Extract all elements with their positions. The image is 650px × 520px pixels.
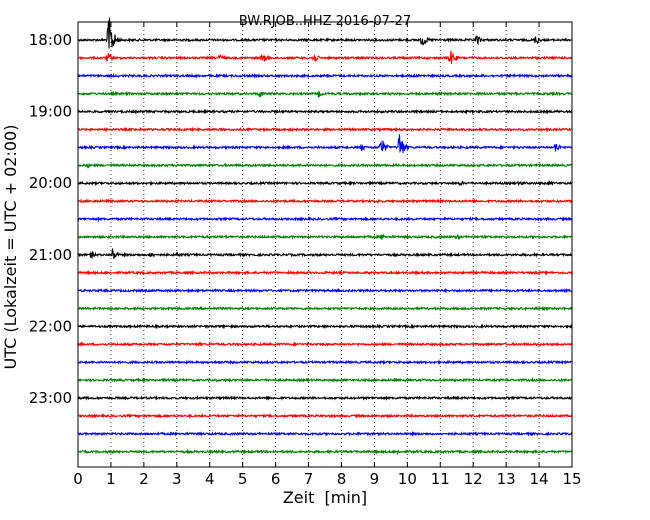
x-tick-label-2: 2 xyxy=(139,470,149,488)
x-tick-label-13: 13 xyxy=(497,470,516,488)
trace-row-2145 xyxy=(77,305,573,312)
trace-rows xyxy=(77,17,573,456)
y-tick-label-4: 22:00 xyxy=(29,317,72,335)
trace-row-2130 xyxy=(77,287,573,294)
trace-row-2045 xyxy=(77,233,573,241)
x-axis-label: Zeit [min] xyxy=(283,488,367,507)
trace-row-2200 xyxy=(77,323,573,330)
x-tick-label-9: 9 xyxy=(370,470,380,488)
trace-row-2245 xyxy=(77,377,573,383)
y-tick-label-2: 20:00 xyxy=(29,174,72,192)
x-tick-label-1: 1 xyxy=(106,470,116,488)
trace-row-1930 xyxy=(77,134,573,154)
x-tick-label-14: 14 xyxy=(530,470,549,488)
trace-row-2115 xyxy=(77,269,573,276)
y-tick-label-1: 19:00 xyxy=(29,103,72,121)
trace-row-2215 xyxy=(77,341,573,348)
x-tick-label-15: 15 xyxy=(562,470,581,488)
y-tick-label-0: 18:00 xyxy=(29,31,72,49)
trace-row-2000 xyxy=(77,180,573,187)
y-axis-label: UTC (Lokalzeit = UTC + 02:00) xyxy=(1,125,20,370)
x-tick-label-6: 6 xyxy=(271,470,281,488)
trace-row-2015 xyxy=(77,197,573,205)
x-axis-ticks: 0 1 2 3 4 5 6 7 8 9 10 11 12 13 14 15 xyxy=(73,22,582,488)
trace-row-2030 xyxy=(77,215,573,223)
x-tick-label-0: 0 xyxy=(73,470,83,488)
trace-row-2330 xyxy=(77,430,573,437)
trace-row-2300 xyxy=(77,394,573,402)
y-tick-label-3: 21:00 xyxy=(29,246,72,264)
trace-row-1830 xyxy=(77,72,573,79)
trace-row-2345 xyxy=(78,448,573,456)
trace-row-1815 xyxy=(77,50,573,65)
trace-row-2230 xyxy=(77,359,572,366)
x-tick-label-11: 11 xyxy=(431,470,450,488)
x-tick-label-8: 8 xyxy=(337,470,347,488)
trace-row-2315 xyxy=(77,412,573,419)
x-tick-label-10: 10 xyxy=(398,470,417,488)
trace-row-1945 xyxy=(77,162,573,169)
x-tick-label-12: 12 xyxy=(464,470,483,488)
plot-frame xyxy=(77,21,573,468)
trace-row-1800 xyxy=(77,17,573,49)
trace-row-1900 xyxy=(77,108,573,115)
trace-row-1845 xyxy=(77,90,573,98)
y-axis-ticks: 18:00 19:00 20:00 21:00 22:00 23:00 xyxy=(29,31,572,407)
x-tick-label-7: 7 xyxy=(304,470,314,488)
y-tick-label-5: 23:00 xyxy=(29,389,72,407)
x-tick-label-4: 4 xyxy=(205,470,215,488)
x-tick-label-3: 3 xyxy=(172,470,182,488)
trace-row-1915 xyxy=(77,126,573,133)
trace-row-2100 xyxy=(77,248,573,259)
x-tick-label-5: 5 xyxy=(238,470,248,488)
